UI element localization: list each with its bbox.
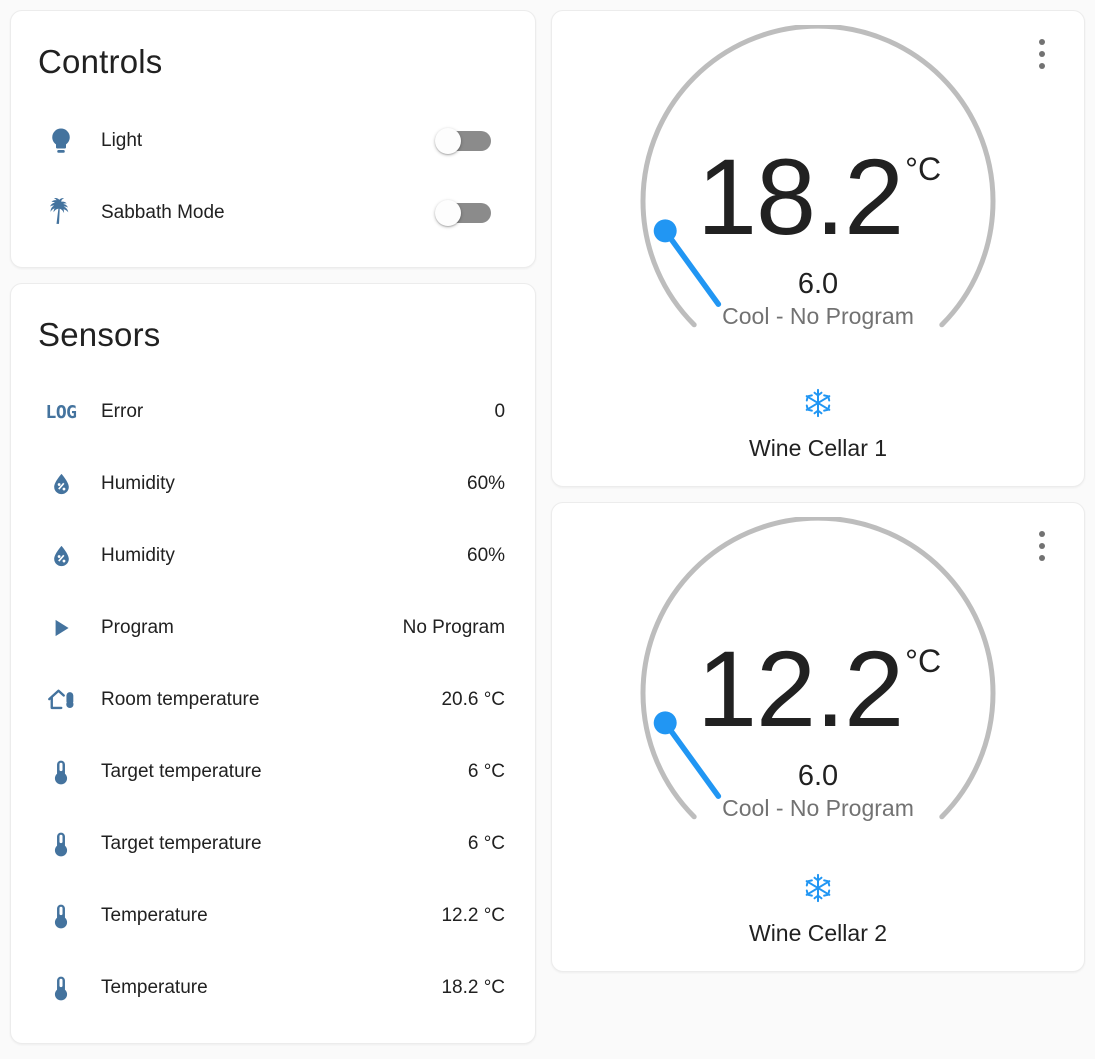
- log-icon: LOG: [45, 401, 77, 423]
- play-icon: [33, 615, 89, 641]
- dial-track-arc: [640, 25, 996, 328]
- sensor-label-error: Error: [101, 401, 144, 422]
- toggle-light[interactable]: [435, 128, 492, 154]
- sensor-row-error[interactable]: LOG Error 0: [33, 376, 513, 448]
- sensor-label-room-temperature: Room temperature: [101, 689, 260, 710]
- thermometer-icon: [33, 758, 89, 786]
- toggle-sabbath-mode[interactable]: [435, 200, 492, 226]
- water-percent-icon: [33, 543, 89, 570]
- thermostat-card-wine-cellar-1[interactable]: 18.2°C 6.0 Cool - No Program: [551, 10, 1085, 487]
- sensor-value-target-temperature-1: 6 °C: [467, 761, 506, 782]
- dots-vertical-icon[interactable]: [1030, 529, 1054, 563]
- thermostat-footer-2: Wine Cellar 2: [552, 872, 1084, 947]
- sensor-label-humidity-1: Humidity: [101, 473, 175, 494]
- sensor-label-target-temperature-1: Target temperature: [101, 761, 262, 782]
- sensor-value-target-temperature-2: 6 °C: [467, 833, 506, 854]
- control-label-sabbath-mode: Sabbath Mode: [101, 202, 225, 223]
- dial-svg[interactable]: [618, 517, 1018, 877]
- sensor-row-target-temperature-1[interactable]: Target temperature 6 °C: [33, 736, 513, 808]
- sensor-label-program: Program: [101, 617, 174, 638]
- sensors-card-title: Sensors: [38, 316, 161, 353]
- thermostat-name: Wine Cellar 1: [748, 435, 888, 461]
- control-row-sabbath-mode[interactable]: Sabbath Mode: [33, 177, 513, 249]
- dot: [1039, 63, 1045, 69]
- sensor-value-room-temperature: 20.6 °C: [441, 689, 506, 710]
- thermostat-card-wine-cellar-2[interactable]: 12.2°C 6.0 Cool - No Program: [551, 502, 1085, 972]
- right-column: 18.2°C 6.0 Cool - No Program: [551, 10, 1085, 972]
- dots-vertical-icon[interactable]: [1030, 37, 1054, 71]
- controls-rows: Light Sabbath Mode: [11, 81, 535, 249]
- dial-handle-stem[interactable]: [662, 720, 722, 799]
- sensors-card: Sensors LOG Error 0: [10, 283, 537, 1044]
- snowflake-icon: [552, 387, 1084, 419]
- sensor-label-humidity-2: Humidity: [101, 545, 175, 566]
- water-percent-icon: [33, 471, 89, 498]
- sensor-row-target-temperature-2[interactable]: Target temperature 6 °C: [33, 808, 513, 880]
- sensor-label-temperature-1: Temperature: [101, 905, 208, 926]
- controls-card-title: Controls: [38, 43, 163, 80]
- toggle-knob: [435, 128, 462, 154]
- thermostat-dial-2[interactable]: 12.2°C 6.0 Cool - No Program: [552, 517, 1084, 877]
- sensor-value-error: 0: [494, 401, 506, 422]
- sensor-value-program: No Program: [402, 617, 506, 638]
- toggle-knob: [435, 200, 462, 226]
- control-label-light: Light: [101, 130, 143, 151]
- thermostat-name: Wine Cellar 2: [748, 920, 888, 946]
- control-row-light[interactable]: Light: [33, 105, 513, 177]
- dot: [1039, 51, 1045, 57]
- dot: [1039, 543, 1045, 549]
- sensor-row-program[interactable]: Program No Program: [33, 592, 513, 664]
- sensors-rows: LOG Error 0 Humidity 60%: [11, 354, 535, 1024]
- home-thermometer-icon: [33, 685, 89, 715]
- dial-track-arc: [640, 517, 996, 820]
- sensor-value-temperature-1: 12.2 °C: [441, 905, 506, 926]
- dial-svg[interactable]: [618, 25, 1018, 385]
- sensor-label-target-temperature-2: Target temperature: [101, 833, 262, 854]
- dial-handle-stem[interactable]: [662, 228, 722, 307]
- sensor-label-temperature-2: Temperature: [101, 977, 208, 998]
- snowflake-icon: [552, 872, 1084, 904]
- sensor-row-humidity-1[interactable]: Humidity 60%: [33, 448, 513, 520]
- thermometer-icon: [33, 830, 89, 858]
- sensor-row-temperature-1[interactable]: Temperature 12.2 °C: [33, 880, 513, 952]
- sensor-row-temperature-2[interactable]: Temperature 18.2 °C: [33, 952, 513, 1024]
- palm-tree-icon[interactable]: [33, 198, 89, 228]
- controls-card: Controls Light: [10, 10, 537, 268]
- thermostat-dial-1[interactable]: 18.2°C 6.0 Cool - No Program: [552, 25, 1084, 385]
- sensor-row-room-temperature[interactable]: Room temperature 20.6 °C: [33, 664, 513, 736]
- lightbulb-icon[interactable]: [33, 126, 89, 156]
- left-column: Controls Light: [10, 10, 537, 1044]
- thermometer-icon: [33, 974, 89, 1002]
- dot: [1039, 39, 1045, 45]
- dial-handle-dot[interactable]: [653, 711, 677, 735]
- sensor-value-temperature-2: 18.2 °C: [441, 977, 506, 998]
- dial-handle-dot[interactable]: [653, 219, 677, 243]
- sensor-value-humidity-1: 60%: [467, 473, 506, 494]
- thermometer-icon: [33, 902, 89, 930]
- dot: [1039, 531, 1045, 537]
- sensor-value-humidity-2: 60%: [467, 545, 506, 566]
- sensor-row-humidity-2[interactable]: Humidity 60%: [33, 520, 513, 592]
- thermostat-footer-1: Wine Cellar 1: [552, 387, 1084, 462]
- dot: [1039, 555, 1045, 561]
